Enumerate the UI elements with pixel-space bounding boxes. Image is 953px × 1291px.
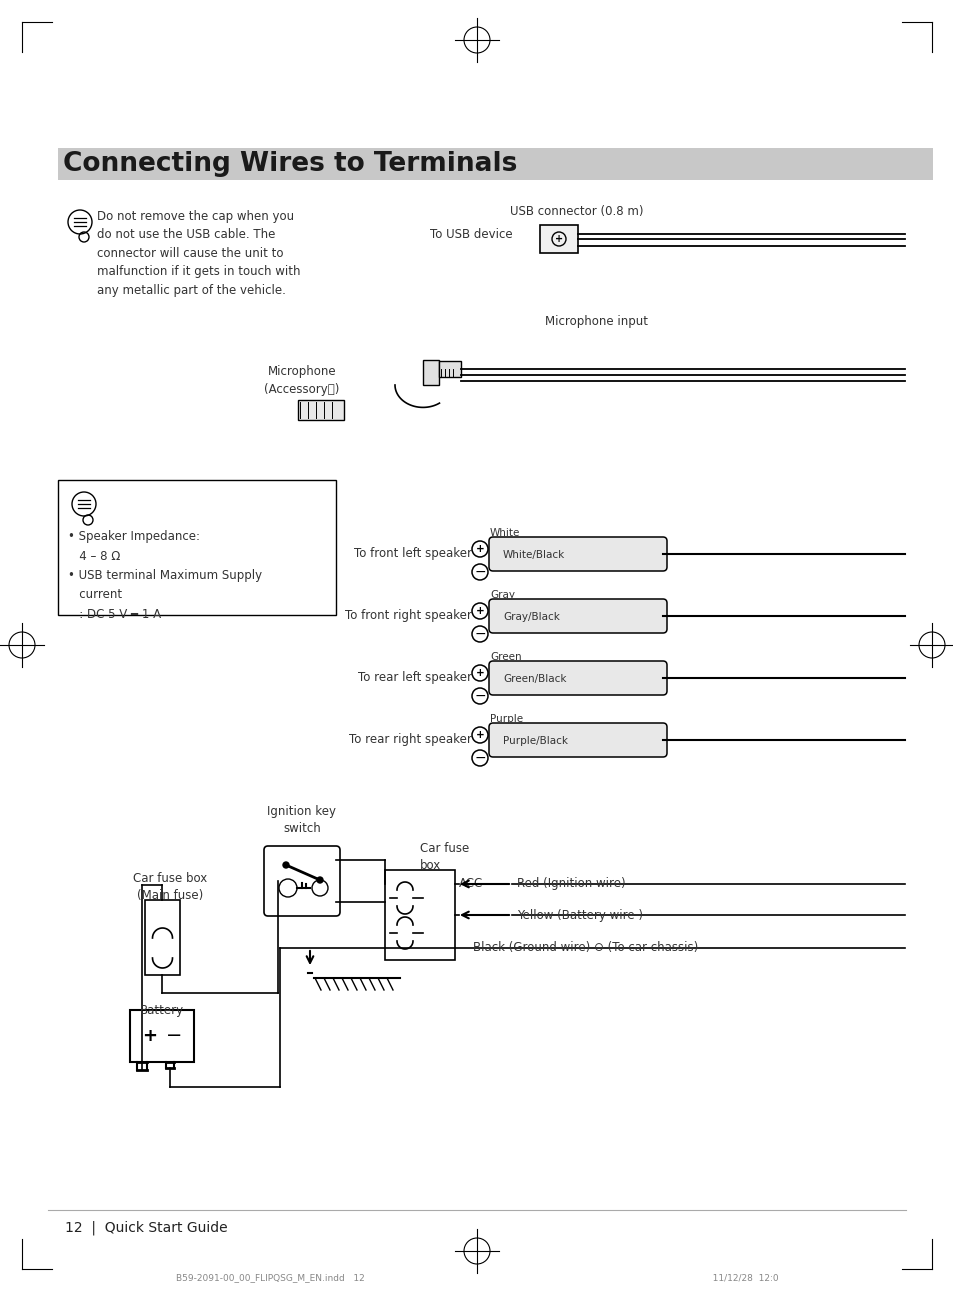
Text: To rear left speaker: To rear left speaker [357, 671, 472, 684]
Text: To front left speaker: To front left speaker [354, 547, 472, 560]
FancyBboxPatch shape [489, 599, 666, 633]
FancyBboxPatch shape [264, 846, 339, 917]
Text: To USB device: To USB device [430, 229, 512, 241]
Bar [422, 360, 438, 385]
Text: White: White [490, 528, 519, 538]
Bar [145, 900, 180, 975]
Text: Green/Black: Green/Black [502, 674, 566, 684]
Text: To front right speaker: To front right speaker [345, 609, 472, 622]
Text: Purple/Black: Purple/Black [502, 736, 567, 746]
Text: +: + [142, 1028, 157, 1044]
Text: Connecting Wires to Terminals: Connecting Wires to Terminals [63, 151, 517, 177]
Text: Gray/Black: Gray/Black [502, 612, 559, 622]
Text: Ignition key
switch: Ignition key switch [267, 806, 336, 835]
Bar [58, 480, 335, 615]
FancyBboxPatch shape [489, 661, 666, 695]
Text: • Speaker Impedance:
   4 – 8 Ω
• USB terminal Maximum Supply
   current
   : DC: • Speaker Impedance: 4 – 8 Ω • USB termi… [68, 531, 262, 621]
Text: Red (Ignition wire): Red (Ignition wire) [517, 878, 625, 891]
Text: Yellow (Battery wire ): Yellow (Battery wire ) [517, 909, 642, 922]
Text: ACC: ACC [458, 877, 483, 889]
Text: White/Black: White/Black [502, 550, 565, 560]
Bar [385, 870, 455, 961]
Text: −: − [474, 627, 485, 642]
Circle shape [316, 877, 323, 883]
Text: Microphone
(Accessoryⓤ): Microphone (Accessoryⓤ) [264, 365, 339, 396]
Bar [130, 1010, 193, 1062]
Text: −: − [474, 565, 485, 578]
Text: −: − [474, 689, 485, 704]
Text: Purple: Purple [490, 714, 522, 724]
Text: Microphone input: Microphone input [544, 315, 647, 328]
Text: Gray: Gray [490, 590, 515, 600]
Text: +: + [476, 544, 484, 554]
Text: USB connector (0.8 m): USB connector (0.8 m) [510, 205, 643, 218]
Text: −: − [474, 751, 485, 766]
Text: +: + [476, 605, 484, 616]
Text: To rear right speaker: To rear right speaker [349, 733, 472, 746]
Text: 12  |  Quick Start Guide: 12 | Quick Start Guide [65, 1221, 228, 1235]
Bar [438, 361, 460, 377]
Text: Battery: Battery [140, 1004, 184, 1017]
FancyBboxPatch shape [489, 723, 666, 757]
Text: Do not remove the cap when you
do not use the USB cable. The
connector will caus: Do not remove the cap when you do not us… [97, 210, 300, 297]
Text: Car fuse box
(Main fuse): Car fuse box (Main fuse) [132, 871, 207, 902]
Circle shape [283, 862, 289, 868]
Text: Car fuse
box: Car fuse box [419, 842, 469, 871]
Bar [539, 225, 578, 253]
Text: +: + [476, 667, 484, 678]
Text: −: − [166, 1026, 182, 1046]
Text: +: + [476, 729, 484, 740]
Text: Green: Green [490, 652, 521, 662]
Text: B59-2091-00_00_FLIPQSG_M_EN.indd   12                                           : B59-2091-00_00_FLIPQSG_M_EN.indd 12 [175, 1273, 778, 1282]
Bar [58, 148, 932, 179]
FancyBboxPatch shape [489, 537, 666, 571]
Text: +: + [555, 234, 562, 244]
Text: Black (Ground wire) ⊖ (To car chassis): Black (Ground wire) ⊖ (To car chassis) [473, 941, 698, 954]
Bar [297, 400, 344, 420]
